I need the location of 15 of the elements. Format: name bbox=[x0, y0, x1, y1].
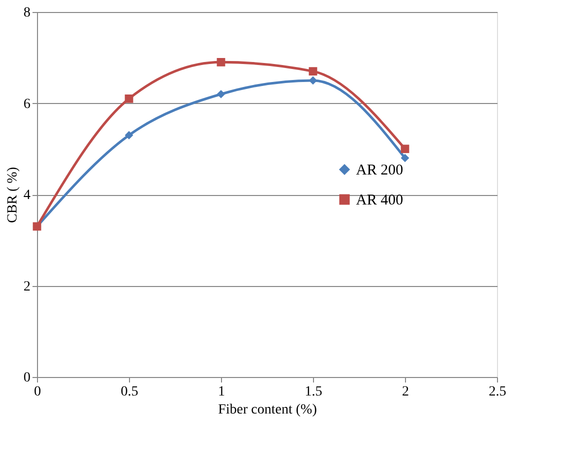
y-axis-title: CBR ( %) bbox=[6, 166, 20, 223]
x-axis-title: Fiber content (%) bbox=[218, 402, 318, 418]
legend-label: AR 200 bbox=[356, 162, 404, 178]
x-tick-label: 0.5 bbox=[120, 384, 138, 400]
y-tick-label: 8 bbox=[24, 6, 30, 20]
y-tick-label: 6 bbox=[24, 96, 30, 112]
legend-label: AR 400 bbox=[356, 192, 404, 208]
y-tick-label: 0 bbox=[24, 370, 30, 386]
y-tick-label: 2 bbox=[24, 279, 30, 294]
x-tick-label: 2.5 bbox=[488, 384, 506, 400]
x-tick-label: 0 bbox=[34, 384, 41, 400]
x-tick-label: 1.5 bbox=[304, 384, 322, 400]
x-tick-label: 2 bbox=[402, 384, 409, 400]
y-tick-label: 4 bbox=[24, 188, 30, 203]
x-tick-label: 1 bbox=[218, 384, 225, 400]
